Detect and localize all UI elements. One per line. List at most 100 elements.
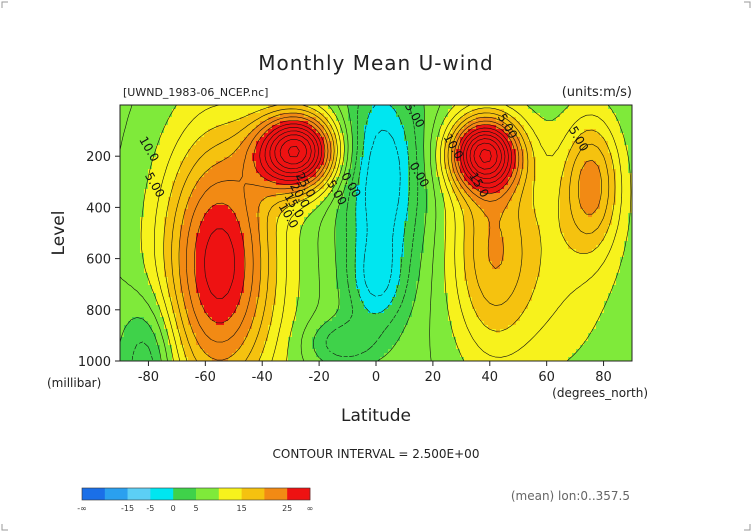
field-cell — [328, 221, 333, 226]
field-cell — [336, 137, 341, 142]
field-cell — [276, 105, 281, 110]
field-cell — [252, 225, 257, 230]
field-cell — [576, 153, 581, 158]
field-cell — [232, 125, 237, 130]
field-cell — [276, 253, 281, 258]
field-cell — [452, 201, 457, 206]
field-cell — [412, 249, 417, 254]
field-cell — [544, 205, 549, 210]
field-cell — [312, 189, 317, 194]
field-cell — [492, 221, 497, 226]
field-cell — [536, 153, 541, 158]
field-cell — [604, 241, 609, 246]
field-cell — [572, 221, 577, 226]
field-cell — [324, 193, 329, 198]
field-cell — [276, 213, 281, 218]
field-cell — [464, 245, 469, 250]
field-cell — [328, 185, 333, 190]
field-cell — [232, 161, 237, 166]
field-cell — [620, 201, 625, 206]
field-cell — [236, 169, 241, 174]
field-cell — [528, 157, 533, 162]
field-cell — [436, 157, 441, 162]
field-cell — [436, 149, 441, 154]
field-cell — [144, 225, 149, 230]
field-cell — [584, 249, 589, 254]
field-cell — [556, 133, 561, 138]
field-cell — [352, 205, 357, 210]
field-cell — [248, 125, 253, 130]
field-cell — [344, 245, 349, 250]
field-cell — [556, 189, 561, 194]
field-cell — [408, 169, 413, 174]
field-cell — [468, 209, 473, 214]
field-cell — [496, 233, 501, 238]
field-cell — [144, 117, 149, 122]
field-cell — [240, 189, 245, 194]
field-cell — [464, 253, 469, 258]
field-cell — [448, 109, 453, 114]
field-cell — [556, 177, 561, 182]
field-cell — [312, 249, 317, 254]
field-cell — [400, 113, 405, 118]
field-cell — [120, 121, 125, 126]
field-cell — [136, 245, 141, 250]
field-cell — [340, 169, 345, 174]
field-cell — [308, 129, 313, 134]
field-cell — [612, 257, 617, 262]
field-cell — [280, 177, 285, 182]
field-cell — [256, 229, 261, 234]
field-cell — [256, 169, 261, 174]
field-cell — [232, 189, 237, 194]
field-cell — [184, 165, 189, 170]
field-cell — [152, 181, 157, 186]
field-cell — [308, 233, 313, 238]
field-cell — [324, 245, 329, 250]
field-cell — [432, 245, 437, 250]
field-cell — [584, 165, 589, 170]
field-cell — [156, 125, 161, 130]
field-cell — [180, 145, 185, 150]
field-cell — [124, 249, 129, 254]
field-cell — [516, 133, 521, 138]
field-cell — [152, 105, 157, 110]
field-cell — [332, 221, 337, 226]
field-cell — [204, 225, 209, 230]
field-cell — [356, 161, 361, 166]
field-cell — [532, 133, 537, 138]
field-cell — [512, 193, 517, 198]
field-cell — [208, 233, 213, 238]
field-cell — [572, 177, 577, 182]
field-cell — [408, 249, 413, 254]
field-cell — [440, 253, 445, 258]
field-cell — [248, 105, 253, 110]
field-cell — [508, 241, 513, 246]
field-cell — [172, 229, 177, 234]
field-cell — [444, 137, 449, 142]
field-cell — [348, 245, 353, 250]
field-cell — [484, 169, 489, 174]
field-cell — [184, 209, 189, 214]
field-cell — [564, 177, 569, 182]
field-cell — [468, 221, 473, 226]
field-cell — [608, 137, 613, 142]
field-cell — [516, 169, 521, 174]
field-cell — [444, 257, 449, 262]
field-cell — [452, 245, 457, 250]
field-cell — [628, 253, 632, 258]
field-cell — [272, 201, 277, 206]
field-cell — [340, 145, 345, 150]
field-cell — [592, 121, 597, 126]
field-cell — [556, 125, 561, 130]
field-cell — [464, 181, 469, 186]
field-cell — [584, 193, 589, 198]
field-cell — [624, 153, 629, 158]
field-cell — [472, 197, 477, 202]
field-cell — [508, 117, 513, 122]
field-cell — [584, 129, 589, 134]
field-cell — [432, 229, 437, 234]
field-cell — [616, 169, 621, 174]
field-cell — [316, 157, 321, 162]
field-cell — [500, 169, 505, 174]
field-cell — [408, 117, 413, 122]
